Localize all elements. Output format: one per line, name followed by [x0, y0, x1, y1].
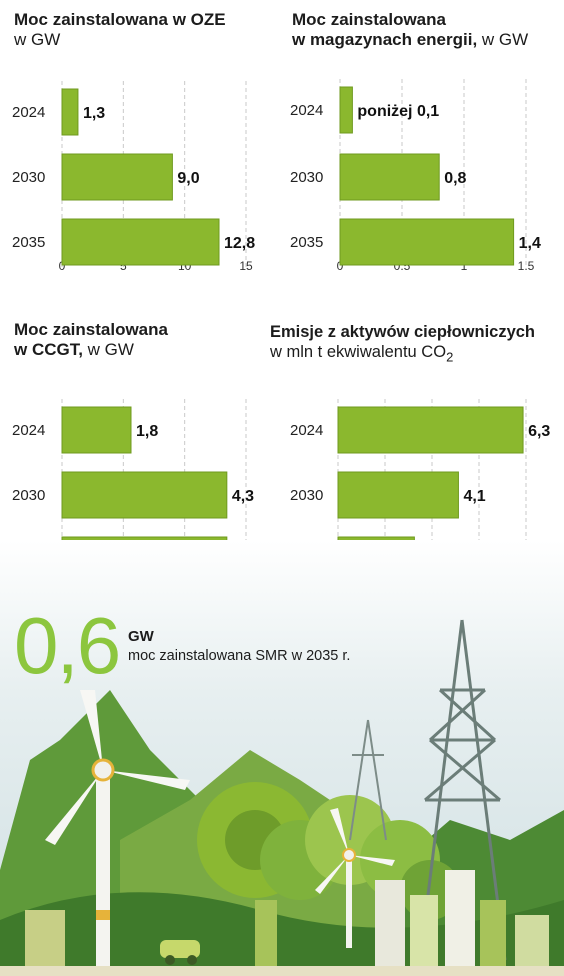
- oze-data-label: 12,8: [224, 235, 255, 252]
- panel-emissions-unit: w mln t ekwiwalentu CO2: [270, 343, 454, 365]
- storage-x-tick-label: 1: [461, 259, 468, 273]
- city-buildings: [25, 870, 549, 976]
- storage-data-label: 1,4: [519, 235, 541, 252]
- oze-data-label: 9,0: [177, 170, 199, 187]
- panel-storage-unit: w GW: [477, 30, 529, 49]
- panel-oze-unit: w GW: [14, 30, 61, 49]
- emissions-bar: [337, 406, 524, 454]
- emissions-data-label: 4,1: [463, 488, 485, 505]
- storage-data-label: 0,8: [444, 170, 466, 187]
- oze-category-label: 2030: [12, 169, 45, 186]
- panel-storage-title: Moc zainstalowana w magazynach energii, …: [292, 10, 529, 49]
- landscape-illustration: [0, 540, 564, 976]
- oze-bar: [61, 153, 173, 201]
- emissions-category-label: 2030: [290, 487, 323, 504]
- electric-car-icon: [160, 940, 200, 965]
- panel-emissions-title: Emisje z aktywów ciepłowniczych w mln t …: [270, 323, 536, 365]
- ccgt-bar: [61, 406, 132, 454]
- storage-bar: [339, 86, 353, 134]
- oze-category-label: 2035: [12, 234, 45, 251]
- panel-oze-title: Moc zainstalowana w OZE w GW: [14, 10, 226, 49]
- storage-bar: [339, 153, 440, 201]
- storage-bar: [339, 218, 515, 266]
- smr-description: moc zainstalowana SMR w 2035 r.: [128, 648, 351, 664]
- storage-category-label: 2035: [290, 234, 323, 251]
- ccgt-category-label: 2024: [12, 422, 45, 439]
- storage-data-label: poniżej 0,1: [357, 103, 439, 120]
- storage-x-tick-label: 0: [337, 259, 344, 273]
- ccgt-category-label: 2030: [12, 487, 45, 504]
- storage-x-tick-label: 1.5: [518, 259, 535, 273]
- panel-ccgt-unit: w GW: [82, 340, 134, 359]
- ground: [0, 966, 564, 976]
- ccgt-data-label: 4,3: [232, 488, 254, 505]
- smr-value: 0,6: [14, 601, 121, 690]
- panel-ccgt-title: Moc zainstalowana w CCGT, w GW: [14, 320, 168, 359]
- wind-turbine-small: [315, 808, 395, 948]
- oze-x-tick-label: 15: [239, 259, 253, 273]
- oze-x-tick-label: 5: [120, 259, 127, 273]
- oze-bar: [61, 88, 79, 136]
- oze-data-label: 1,3: [83, 105, 105, 122]
- oze-x-tick-label: 0: [59, 259, 66, 273]
- smr-unit: GW: [128, 628, 154, 645]
- emissions-category-label: 2024: [290, 422, 323, 439]
- oze-category-label: 2024: [12, 104, 45, 121]
- ccgt-data-label: 1,8: [136, 423, 158, 440]
- emissions-bar: [337, 471, 459, 519]
- storage-category-label: 2030: [290, 169, 323, 186]
- ccgt-bar: [61, 471, 228, 519]
- emissions-data-label: 6,3: [528, 423, 550, 440]
- power-pylon-small: [349, 719, 387, 841]
- oze-bar: [61, 218, 220, 266]
- wind-turbine-large: [45, 690, 190, 975]
- storage-category-label: 2024: [290, 102, 323, 119]
